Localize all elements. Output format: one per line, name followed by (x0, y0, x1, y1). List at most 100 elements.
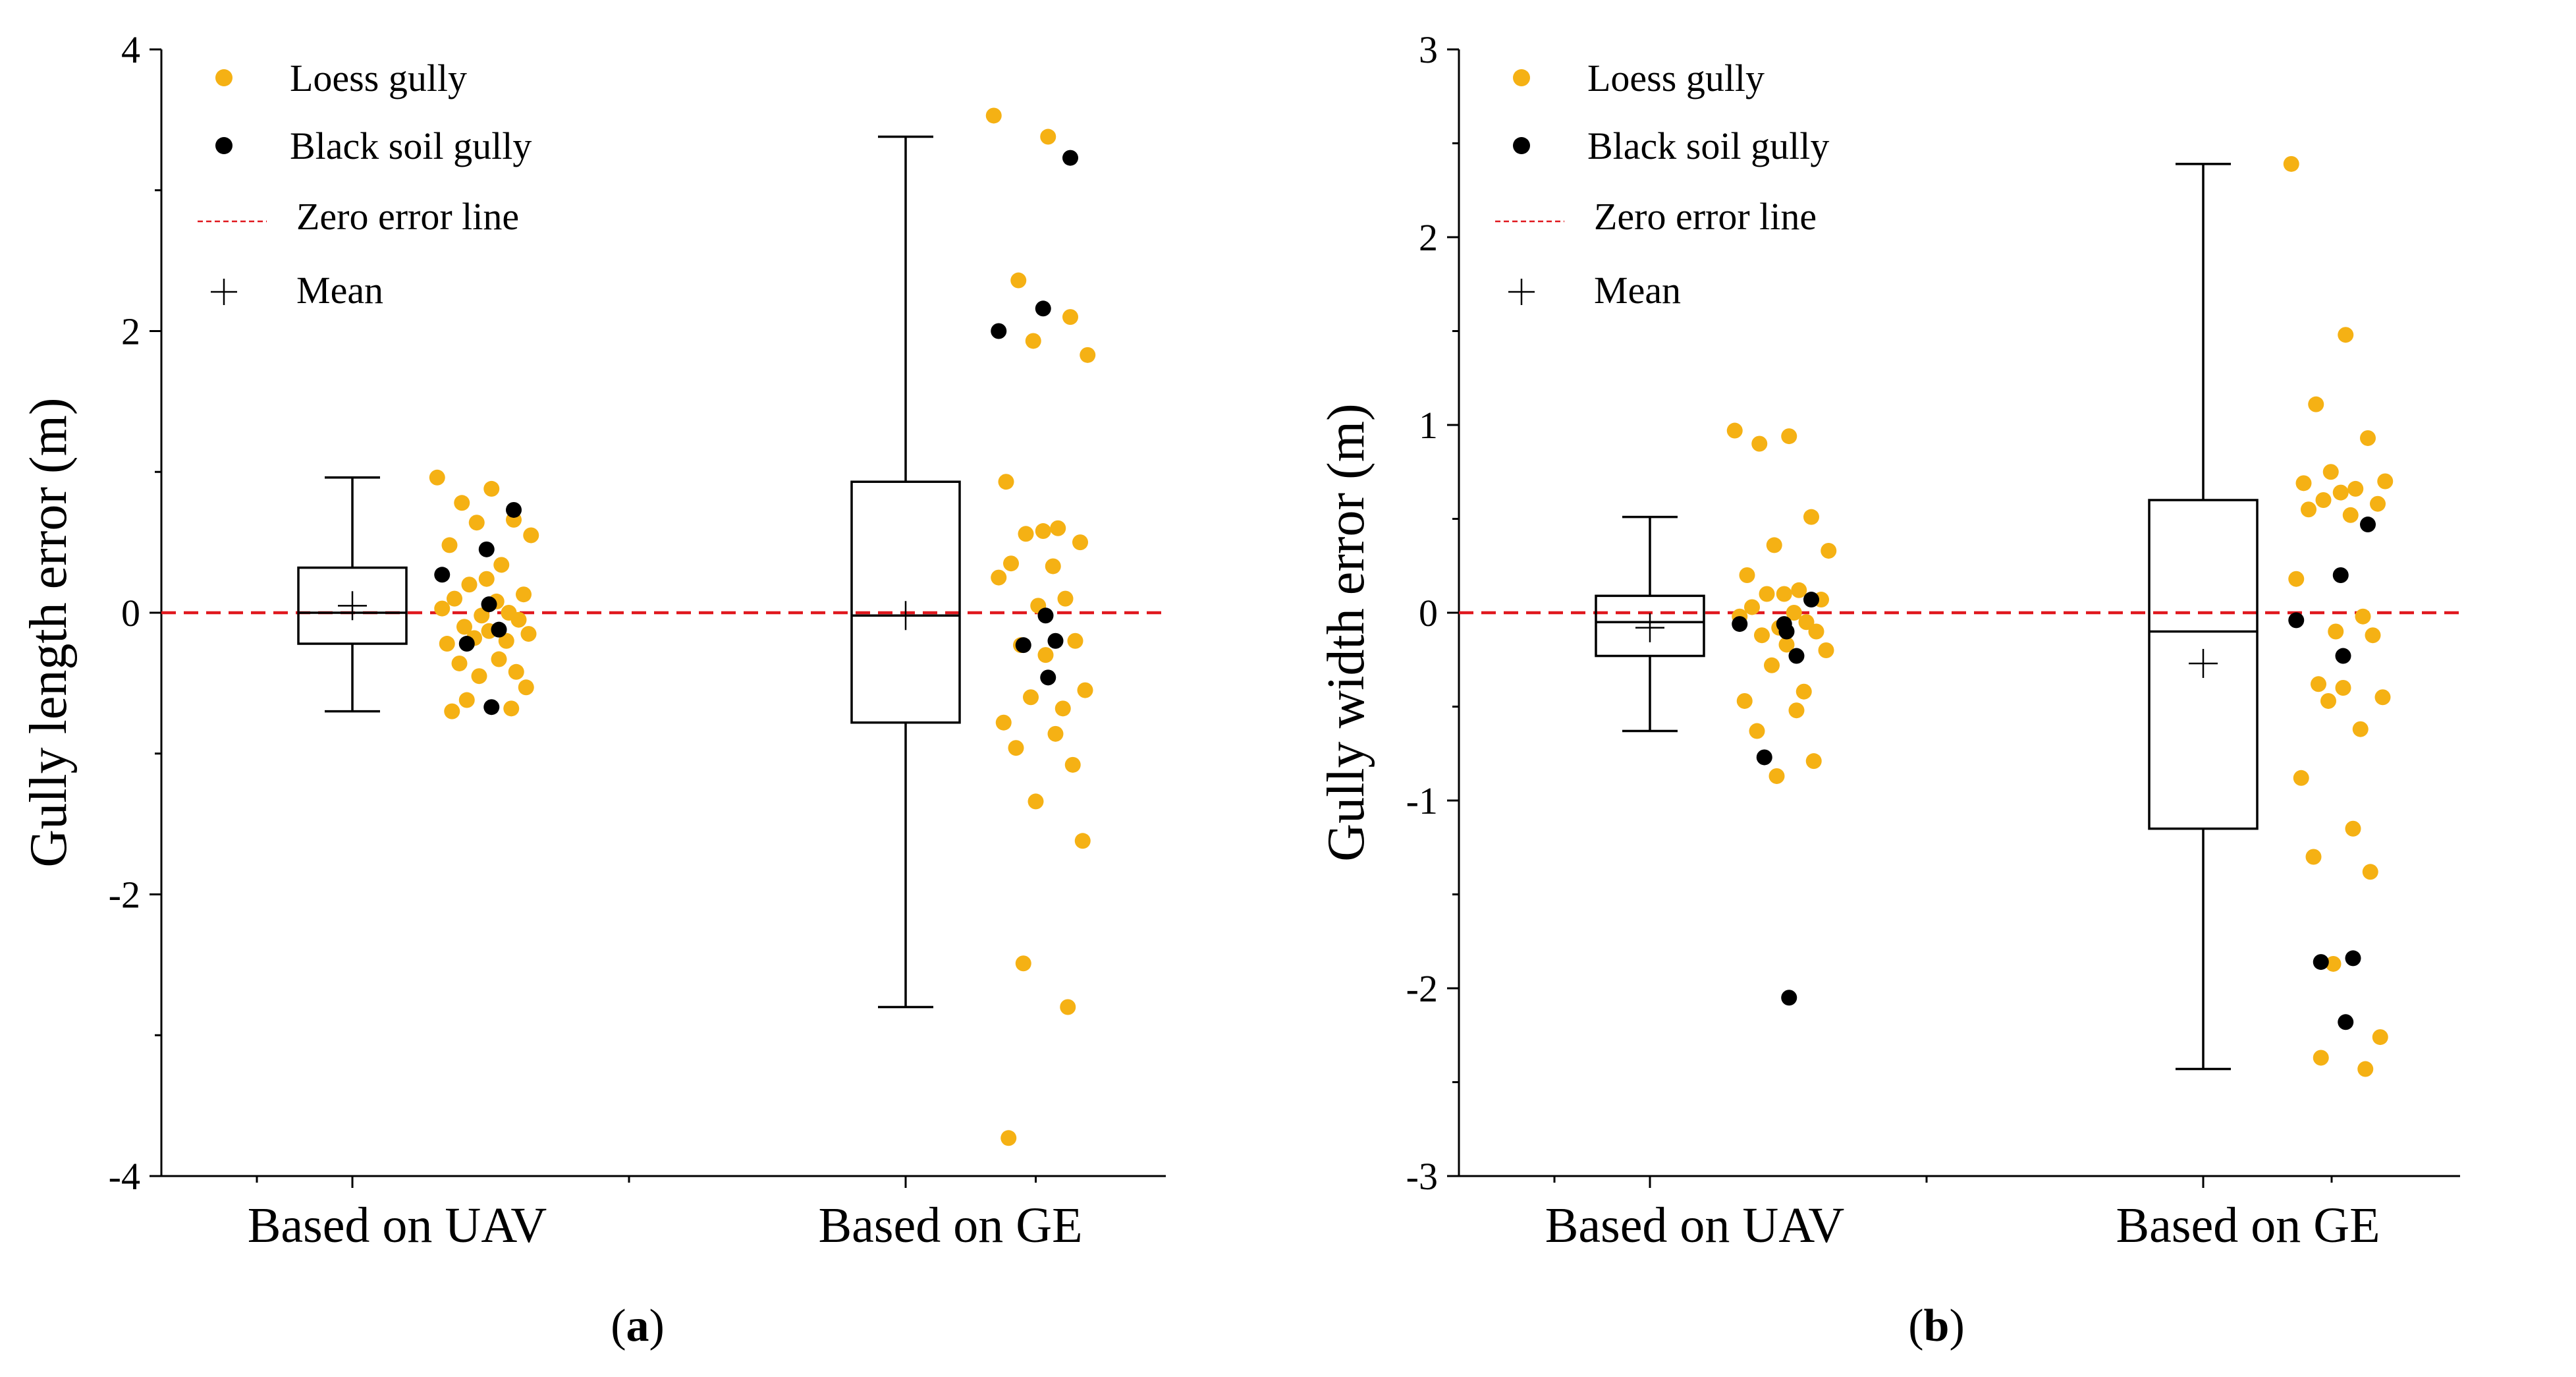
black-soil-gully-point (2332, 567, 2349, 583)
y-tick-label: 2 (121, 310, 140, 353)
y-tick-label: 4 (121, 28, 140, 71)
loess-gully-point (518, 679, 534, 696)
loess-gully-point (2355, 608, 2371, 625)
loess-gully-point (1808, 623, 1824, 640)
loess-gully-point (1060, 999, 1076, 1015)
loess-gully-point (1077, 682, 1093, 698)
box-iqr (1595, 594, 1705, 658)
loess-gully-point (1805, 753, 1822, 770)
loess-gully-point (1067, 632, 1083, 649)
loess-gully-point (1003, 555, 1019, 572)
loess-gully-point (1821, 542, 1837, 559)
black-soil-gully-point (1040, 669, 1056, 686)
loess-gully-point (523, 527, 539, 544)
black-soil-gully-point (483, 699, 500, 716)
loess-gully-point (478, 571, 495, 587)
loess-gully-point (1072, 534, 1088, 551)
loess-gully-point (441, 537, 458, 553)
loess-gully-point (1050, 520, 1066, 536)
black-soil-gully-point (2360, 517, 2376, 533)
loess-gully-point (1035, 523, 1051, 540)
loess-gully-point (1766, 537, 1782, 553)
loess-gully-point (461, 576, 478, 593)
loess-gully-point (1795, 683, 1812, 700)
loess-gully-point (429, 469, 445, 486)
loess-gully-point (1764, 657, 1780, 673)
loess-gully-point (1759, 586, 1775, 602)
loess-gully-point (1018, 526, 1034, 542)
black-soil-gully-point (458, 636, 475, 652)
loess-gully-point (2332, 484, 2349, 501)
black-soil-gully-point (1062, 150, 1078, 166)
loess-gully-point (1798, 614, 1815, 631)
loess-gully-point (1803, 509, 1819, 525)
loess-gully-point (2293, 770, 2309, 786)
black-soil-gully-point (478, 541, 495, 557)
loess-gully-point (2338, 327, 2354, 343)
black-soil-gully-point (1788, 648, 1805, 664)
loess-gully-point (498, 632, 514, 649)
loess-gully-point (1045, 558, 1061, 575)
loess-gully-point (1739, 567, 1755, 583)
y-axis-title: Gully length error (m) (20, 397, 78, 867)
loess-gully-point (1023, 689, 1039, 706)
loess-gully-point (1736, 692, 1753, 709)
panel-caption: (b) (1908, 1301, 1965, 1351)
loess-gully-point (1080, 347, 1096, 363)
loess-gully-point (1040, 128, 1056, 145)
x-category-label: Based on UAV (1545, 1198, 1845, 1253)
loess-gully-point (2342, 507, 2359, 523)
x-category-label: Based on UAV (248, 1198, 547, 1253)
x-category-label: Based on GE (818, 1198, 1082, 1253)
black-soil-gully-point (2345, 950, 2361, 967)
black-soil-gully-point (1047, 632, 1064, 649)
x-category-label: Based on GE (2116, 1198, 2380, 1253)
y-tick-label: 0 (121, 592, 140, 634)
box-iqr (850, 480, 961, 724)
loess-gully-point (998, 474, 1014, 490)
y-tick-label: 1 (1419, 404, 1438, 447)
legend-zero-label: Zero error line (1594, 195, 1817, 238)
loess-gully-point (444, 703, 460, 719)
panel-b: -3 -2 -1 0 1 2 3 Gully width error (m) Based on … (1317, 28, 2460, 1351)
loess-gully-point (2308, 396, 2324, 412)
loess-gully-point (471, 668, 487, 685)
loess-gully-point (1015, 955, 1031, 972)
black-soil-gully-point (991, 323, 1007, 339)
black-soil-gully-point (506, 501, 522, 518)
loess-gully-point (1025, 333, 1041, 349)
loess-gully-point (510, 611, 527, 628)
loess-gully-point (2377, 473, 2394, 490)
loess-gully-point (468, 515, 485, 531)
black-soil-gully-point (481, 596, 497, 613)
loess-gully-point (2335, 680, 2351, 696)
black-soil-gully-point (1037, 607, 1054, 624)
loess-gully-point (1778, 636, 1795, 653)
black-soil-gully-point (1035, 300, 1051, 317)
loess-gully-point (491, 651, 507, 667)
loess-gully-point (995, 714, 1012, 731)
y-tick-label: -1 (1406, 779, 1438, 822)
loess-gully-point (1008, 740, 1024, 756)
loess-gully-point (2322, 464, 2339, 480)
loess-gully-point (508, 663, 524, 680)
legend-loess-label: Loess gully (290, 57, 467, 99)
y-tick-label: -3 (1406, 1155, 1438, 1198)
legend-black-marker (215, 137, 233, 154)
loess-gully-point (1726, 422, 1743, 439)
loess-gully-point (1010, 272, 1027, 289)
loess-gully-point (2370, 495, 2386, 512)
panel-a: -4 -2 0 2 4 Gully length error (m) Based on UA… (20, 28, 1166, 1351)
loess-gully-point (2347, 480, 2364, 497)
loess-gully-point (2372, 1029, 2388, 1046)
loess-gully-point (2305, 849, 2322, 865)
loess-gully-point (2288, 571, 2305, 587)
loess-gully-point (1791, 582, 1807, 598)
loess-gully-point (1057, 590, 1074, 607)
loess-gully-point (2283, 155, 2299, 172)
black-soil-gully-point (1803, 592, 1819, 608)
loess-gully-point (2362, 864, 2378, 880)
loess-gully-point (2311, 676, 2326, 692)
legend-loess-marker (215, 69, 233, 86)
loess-gully-point (1788, 702, 1805, 719)
